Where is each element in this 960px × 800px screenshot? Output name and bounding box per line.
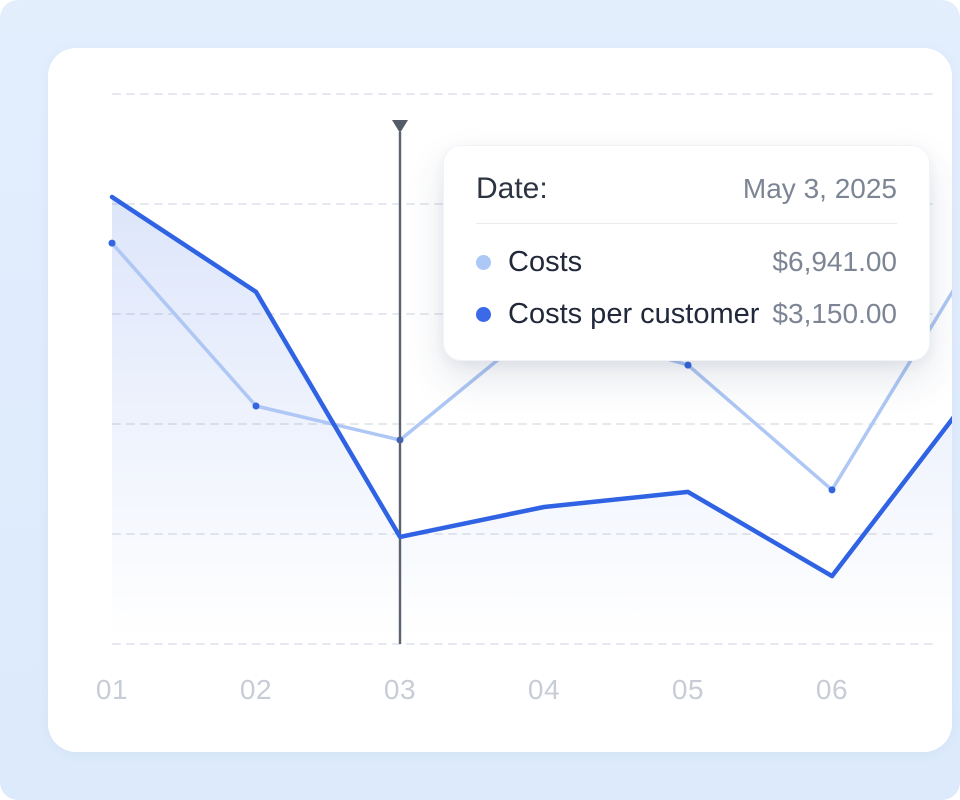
series-value-label: $3,150.00 (772, 298, 897, 329)
costs-point-marker (828, 486, 836, 494)
costs-point-marker (108, 239, 116, 247)
tooltip-divider (476, 223, 897, 224)
series-color-dot (476, 254, 491, 270)
tooltip-date-value: May 3, 2025 (742, 173, 897, 204)
costs-per-customer-line (109, 194, 952, 579)
crosshair-triangle-icon (392, 120, 408, 133)
tooltip-header: Date: May 3, 2025 (476, 172, 897, 206)
area-fill-costs-per-customer (112, 197, 952, 644)
tooltip-series-list: Costs $6,941.00 Costs per customer $3,150.0… (476, 240, 897, 336)
chart-tooltip: Date: May 3, 2025 Costs $6,941.00 Costs pe… (443, 145, 930, 361)
tooltip-series-row: Costs $6,941.00 (476, 240, 897, 284)
tooltip-date-label: Date: (476, 172, 548, 205)
costs-point-marker (252, 402, 260, 410)
tooltip-series-row: Costs per customer $3,150.00 (476, 292, 897, 336)
series-value-label: $6,941.00 (772, 246, 897, 277)
costs-point-marker (684, 361, 692, 369)
series-name-label: Costs per customer (508, 297, 760, 330)
chart-card: 01 02 03 04 05 06 Date: May 3, 2025 Costs $6,9… (48, 48, 952, 752)
series-color-dot (476, 306, 491, 322)
series-name-label: Costs (508, 245, 583, 278)
